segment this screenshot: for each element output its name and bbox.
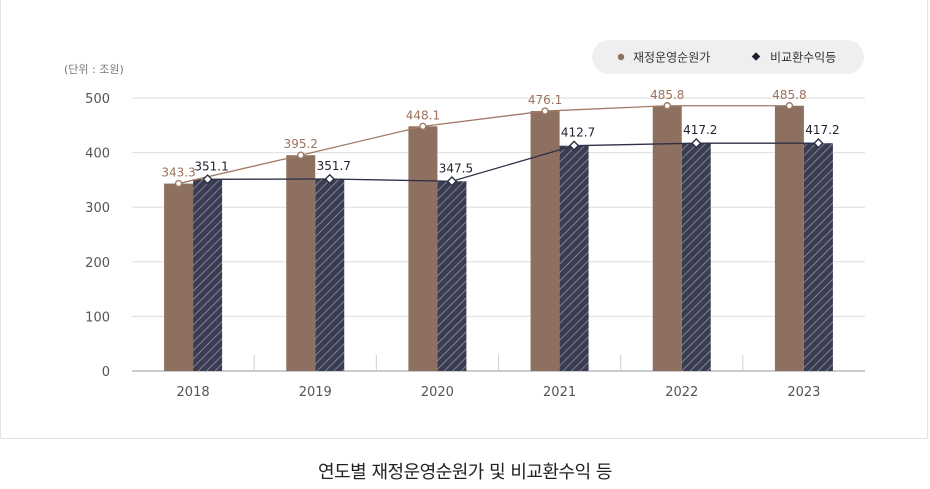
label-revenue: 351.7 (317, 159, 351, 173)
bar-cost (652, 105, 682, 371)
point-cost (297, 151, 305, 159)
bar-revenue (315, 178, 345, 371)
bar-revenue (437, 181, 467, 371)
x-tick-label: 2019 (299, 385, 332, 400)
bar-cost (408, 126, 438, 371)
label-revenue: 417.2 (683, 123, 717, 137)
y-tick-label: 500 (85, 92, 110, 107)
bar-revenue (193, 179, 223, 371)
line-cost (178, 105, 790, 185)
label-revenue: 351.1 (194, 159, 228, 173)
y-tick-label: 100 (85, 310, 110, 325)
point-cost (541, 107, 549, 115)
label-revenue: 412.7 (561, 126, 595, 140)
bar-cost (164, 183, 194, 371)
y-tick-label: 0 (102, 365, 110, 380)
legend: 재정운영순원가 비교환수익등 (592, 40, 864, 74)
unit-label: (단위 : 조원) (64, 63, 124, 76)
label-revenue: 347.5 (439, 161, 473, 175)
y-tick-label: 400 (85, 147, 110, 162)
data-labels: 343.3 395.2 448.1 476.1 485.8 485.8 351.1 351.7… (161, 88, 839, 180)
point-revenue (324, 173, 335, 185)
bar-cost (774, 105, 804, 371)
bars (164, 105, 833, 371)
label-cost: 395.2 (284, 137, 318, 151)
label-revenue: 417.2 (805, 123, 839, 137)
point-cost (174, 179, 183, 188)
x-tick-label: 2020 (421, 385, 454, 400)
y-tick-label: 300 (85, 201, 110, 216)
legend-label-revenue: 비교환수익등 (770, 51, 836, 65)
x-tick-label: 2022 (665, 385, 698, 400)
x-tick-label: 2021 (543, 385, 576, 400)
point-cost (663, 102, 671, 110)
legend-box (592, 40, 864, 74)
x-tick-label: 2023 (787, 385, 820, 400)
point-revenue (691, 137, 702, 149)
bar-cost (286, 155, 316, 371)
label-cost: 485.8 (650, 88, 684, 102)
label-cost: 343.3 (161, 166, 195, 180)
x-axis: 2018 2019 2020 2021 2022 2023 (177, 355, 820, 400)
y-axis: 0 100 200 300 400 500 (85, 92, 110, 380)
grid-lines (132, 97, 865, 372)
point-revenue (202, 174, 213, 185)
legend-label-cost: 재정운영순원가 (633, 51, 710, 65)
chart-svg: 0 100 200 300 400 500 (단위 : 조원) 343.3 395.2 448… (64, 40, 865, 400)
series-lines (174, 102, 824, 188)
x-tick-label: 2018 (177, 385, 210, 400)
point-revenue (446, 176, 458, 187)
line-revenue (207, 142, 819, 182)
y-tick-label: 200 (85, 256, 110, 271)
point-revenue (813, 137, 824, 149)
label-cost: 485.8 (772, 88, 806, 102)
figure-caption: 연도별 재정운영순원가 및 비교환수익 등 (318, 462, 612, 483)
bar-cost (530, 111, 560, 371)
bar-revenue (803, 143, 833, 371)
bar-revenue (681, 143, 711, 371)
label-cost: 448.1 (406, 108, 440, 122)
bar-revenue (559, 145, 589, 371)
point-revenue (568, 140, 580, 151)
legend-marker-cost (617, 53, 625, 61)
point-cost (785, 102, 794, 110)
point-cost (419, 122, 427, 131)
label-cost: 476.1 (528, 93, 562, 107)
